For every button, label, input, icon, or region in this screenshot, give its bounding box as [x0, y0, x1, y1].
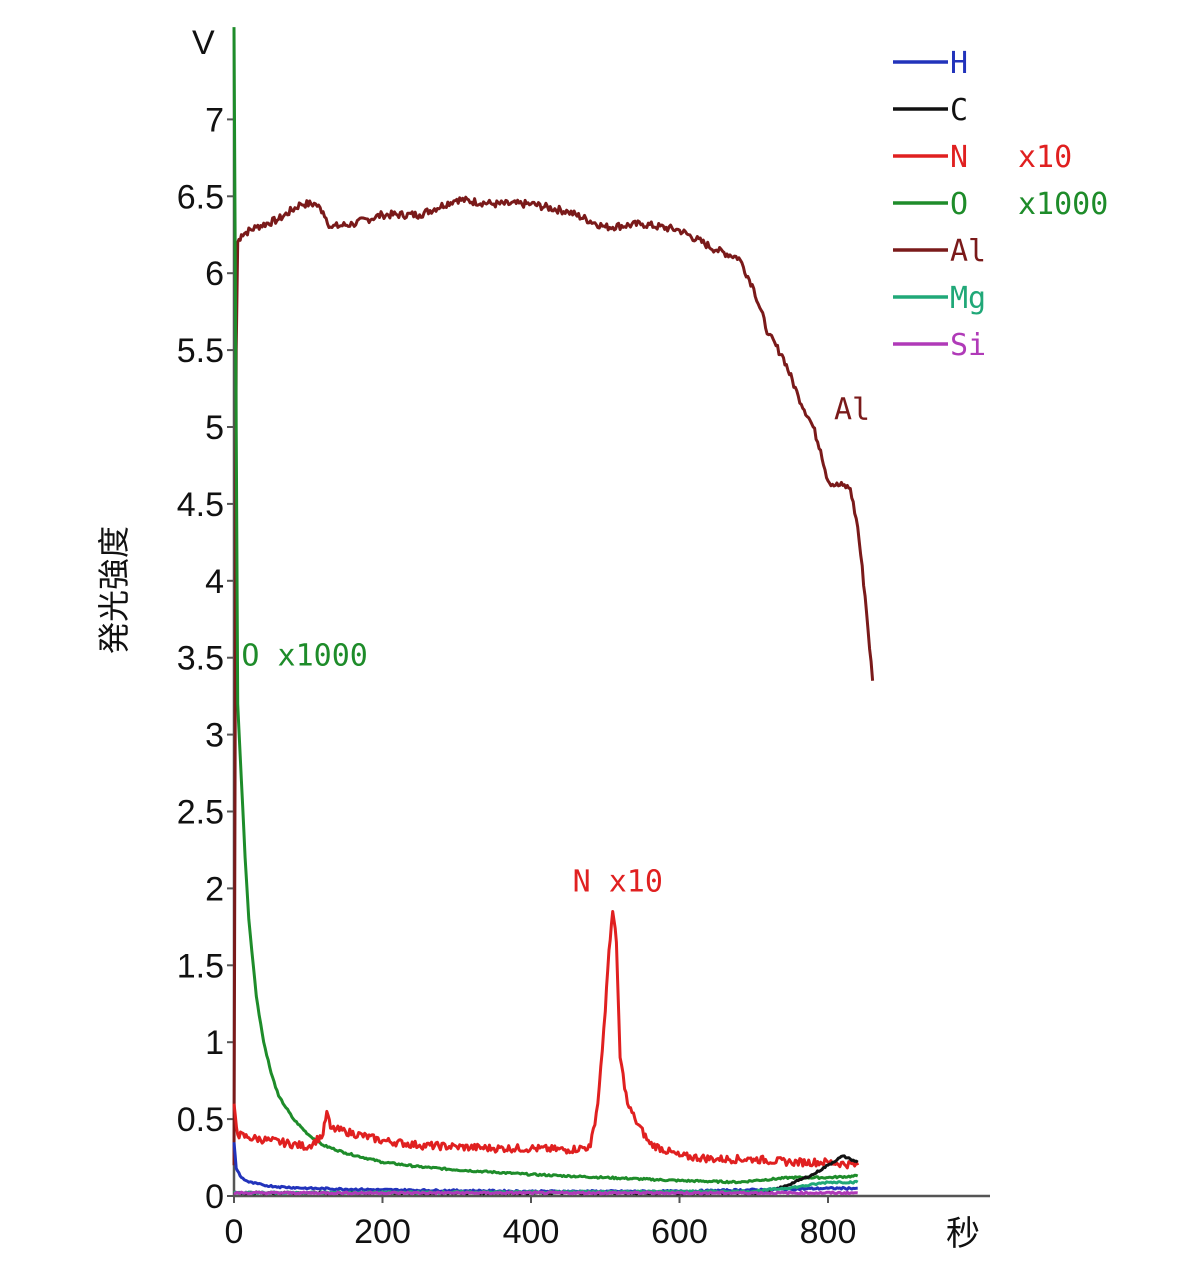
legend-label: Mg — [950, 281, 986, 316]
x-ticks: 0 200 400 600 800 — [225, 1196, 857, 1251]
legend-label: O — [950, 187, 968, 222]
series-line-si — [233, 1190, 858, 1196]
y-tick-label: 2.5 — [177, 794, 224, 832]
axes-layer — [232, 30, 990, 1198]
annotation-label: Al — [834, 392, 870, 427]
y-tick-label: 0 — [205, 1178, 224, 1216]
legend-multiplier: x1000 — [1018, 187, 1108, 222]
y-ticks: 0 0.5 1 1.5 2 2.5 3 3.5 4 4.5 5 5.5 6 6.5 7 — [177, 101, 234, 1216]
series-line-al — [232, 195, 875, 1166]
y-tick-label: 7 — [205, 101, 224, 139]
x-tick-label: 200 — [354, 1213, 411, 1251]
annotation-label: O x1000 — [241, 638, 367, 673]
series-layer — [232, 27, 875, 1196]
y-tick-label: 2 — [205, 870, 224, 908]
legend-label: Al — [950, 234, 986, 269]
y-tick-label: 4 — [205, 563, 224, 601]
series-line-o — [232, 27, 859, 1185]
legend-label: N — [950, 140, 968, 175]
y-tick-label: 6 — [205, 255, 224, 293]
y-tick-label: 4.5 — [177, 486, 224, 524]
x-tick-label: 600 — [651, 1213, 708, 1251]
y-tick-label: 3.5 — [177, 640, 224, 678]
legend-multiplier: x10 — [1018, 140, 1072, 175]
y-axis-title: 発光強度 — [95, 526, 133, 654]
x-tick-label: 0 — [225, 1213, 244, 1251]
y-tick-label: 6.5 — [177, 178, 224, 216]
legend-label: H — [950, 46, 968, 81]
y-unit-label: V — [192, 24, 215, 62]
x-tick-label: 800 — [800, 1213, 857, 1251]
y-tick-label: 5.5 — [177, 332, 224, 370]
y-tick-label: 5 — [205, 409, 224, 447]
y-tick-label: 1.5 — [177, 947, 224, 985]
legend-label: Si — [950, 328, 986, 363]
x-unit-label: 秒 — [946, 1215, 980, 1253]
legend: HCN x10 O x1000 Al Mg Si — [893, 46, 1108, 363]
annotation-label: N x10 — [573, 864, 663, 899]
series-line-n — [232, 910, 860, 1170]
x-tick-label: 400 — [503, 1213, 560, 1251]
y-tick-label: 3 — [205, 717, 224, 755]
y-tick-label: 0.5 — [177, 1101, 224, 1139]
legend-label: C — [950, 93, 968, 128]
annotations: Al O x1000 N x10 — [241, 392, 870, 899]
y-tick-label: 1 — [205, 1024, 224, 1062]
